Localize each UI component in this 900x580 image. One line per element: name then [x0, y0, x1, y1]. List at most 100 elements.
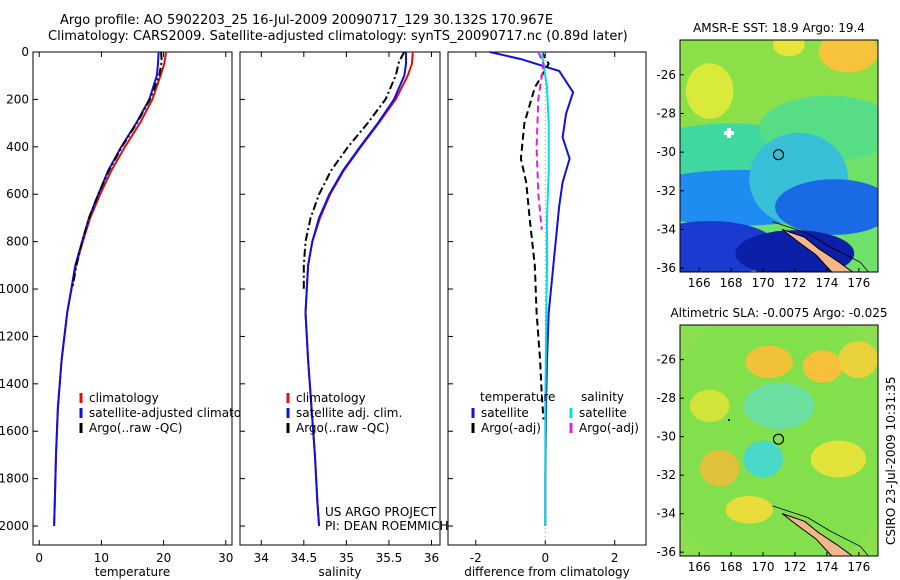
field-patch: [680, 325, 878, 556]
y-tick-label: 400: [6, 140, 29, 154]
plot-frame: [239, 51, 441, 546]
profile-location-marker: [772, 149, 785, 161]
x-tick-label: 35: [339, 551, 354, 565]
series-line-argo-raw-qc-: [302, 51, 406, 289]
white-cross-v: [727, 128, 731, 138]
y-tick-label: -32: [656, 468, 676, 482]
bathymetry-contour: [772, 221, 869, 272]
plot-frame: [32, 51, 233, 546]
x-tick-label: 170: [752, 276, 775, 290]
y-tick-label: 1400: [0, 377, 29, 391]
y-tick-label: -28: [656, 391, 676, 405]
legend-label: Argo(-adj): [481, 421, 541, 435]
credit-project: US ARGO PROJECT: [325, 505, 437, 519]
land-new-zealand: [781, 229, 854, 272]
field-patch: [775, 179, 878, 235]
legend-label: Argo(-adj): [579, 421, 639, 435]
credit-pi: PI: DEAN ROEMMICH: [325, 519, 448, 533]
y-tick-label: 600: [6, 187, 29, 201]
field-patch: [818, 40, 878, 73]
x-tick-label: 168: [720, 276, 743, 290]
y-tick-label: -32: [656, 184, 676, 198]
x-tick-label: 30: [218, 551, 233, 565]
figure-title-line2: Climatology: CARS2009. Satellite-adjuste…: [48, 29, 628, 44]
y-tick-label: -34: [656, 507, 676, 521]
map-title: Altimetric SLA: -0.0075 Argo: -0.025: [670, 306, 887, 320]
profile-location-marker: [772, 433, 785, 445]
legend-label: Argo(..raw -QC): [296, 421, 389, 435]
field-patch: [773, 40, 805, 57]
y-tick-label: -34: [656, 222, 676, 236]
x-tick-label: 172: [784, 560, 807, 574]
legend-label: satellite: [579, 406, 627, 420]
legend-header-salinity: salinity: [581, 390, 624, 404]
x-tick-label: 172: [784, 276, 807, 290]
sst-map: 166 168 170 172 174 176 -26 -28 -30 -32 -34 -36 AMSR…: [656, 21, 879, 290]
legend-label: satellite: [481, 406, 529, 420]
land-new-zealand: [781, 513, 854, 556]
x-axis-label: salinity: [318, 565, 361, 579]
y-tick-label: 800: [6, 235, 29, 249]
sla-map: 166 168 170 172 174 176 -26 -28 -30 -32 -34 -36 Alti…: [656, 306, 887, 574]
legend-header-temperature: temperature: [480, 390, 555, 404]
field-patch: [745, 345, 793, 379]
field-patch: [725, 495, 774, 524]
x-tick-label: 2: [611, 551, 619, 565]
x-axis-label: difference from climatology: [464, 565, 630, 579]
y-tick-label: -30: [656, 430, 676, 444]
map-frame: [679, 324, 879, 557]
y-tick-label: -26: [656, 68, 676, 82]
y-tick-label: -36: [656, 545, 676, 559]
legend-label: satellite adj. clim.: [296, 406, 402, 420]
x-tick-label: 176: [847, 560, 870, 574]
figure-title-line1: Argo profile: AO 5902203_25 16-Jul-2009 …: [60, 13, 554, 28]
x-tick-label: 35.5: [376, 551, 403, 565]
y-tick-label: 1200: [0, 329, 29, 343]
x-tick-label: 170: [752, 560, 775, 574]
x-tick-label: 174: [815, 560, 838, 574]
field-patch: [689, 389, 730, 423]
x-tick-label: 10: [94, 551, 109, 565]
y-tick-label: -30: [656, 145, 676, 159]
x-tick-label: 176: [847, 276, 870, 290]
x-tick-label: 166: [688, 560, 711, 574]
x-tick-label: 166: [688, 276, 711, 290]
map-title: AMSR-E SST: 18.9 Argo: 19.4: [693, 21, 865, 35]
x-tick-label: 0: [541, 551, 549, 565]
series-line-temperature-argo-adj-: [519, 51, 550, 420]
legend-label: climatology: [296, 391, 366, 405]
series-line-salinity-argo-adj-: [535, 51, 545, 230]
series-line-argo-raw-qc-: [71, 51, 163, 290]
field-patch: [685, 63, 734, 119]
x-tick-label: 168: [720, 560, 743, 574]
legend-label: Argo(..raw -QC): [89, 421, 182, 435]
field-patch: [838, 341, 878, 379]
y-tick-label: 1800: [0, 472, 29, 486]
field-patch: [743, 382, 815, 429]
x-tick-label: 174: [815, 276, 838, 290]
x-tick-label: 36: [424, 551, 439, 565]
y-tick-label: 1000: [0, 282, 29, 296]
y-tick-label: -26: [656, 353, 676, 367]
profile-panel-1: 0 10 20 30 0 200 400 600 800 1000 1200 1400 1600 1800…: [0, 45, 267, 579]
field-patch: [743, 440, 783, 478]
x-tick-label: 20: [156, 551, 171, 565]
y-tick-label: 2000: [0, 519, 29, 533]
y-tick-label: -36: [656, 261, 676, 275]
series-line-satellite-adj-clim-: [304, 52, 407, 527]
map-frame: [679, 39, 879, 273]
y-tick-label: 0: [21, 45, 29, 59]
field-patch: [802, 350, 843, 383]
x-axis-label: temperature: [95, 565, 170, 579]
y-tick-label: 200: [6, 92, 29, 106]
small-dot-marker: [728, 419, 730, 421]
y-tick-label: -28: [656, 106, 676, 120]
field-patch: [699, 449, 740, 487]
field-patch: [810, 440, 867, 478]
x-tick-label: 34: [254, 551, 269, 565]
profile-panel-2: 34 34.5 35 35.5 36 salinity climatologysatelli…: [239, 51, 441, 579]
series-line-salinity-satellite: [540, 51, 550, 526]
bathymetry-contour: [772, 505, 869, 556]
